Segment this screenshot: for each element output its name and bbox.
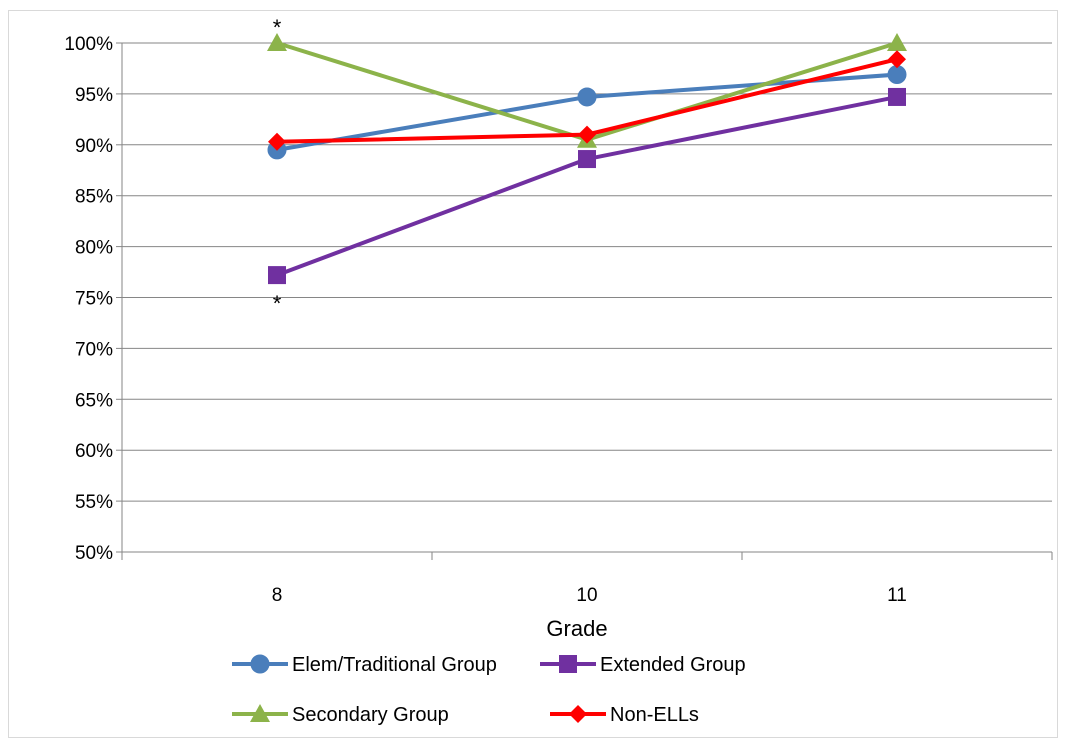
- data-point-elem-traditional-group: [578, 88, 596, 106]
- annotation-asterisk: *: [273, 15, 282, 40]
- y-tick-label: 65%: [75, 390, 113, 411]
- y-tick-label: 60%: [75, 441, 113, 462]
- x-tick-label: 10: [576, 585, 597, 606]
- legend-label-secondary-group: Secondary Group: [292, 704, 449, 726]
- annotation-asterisk: *: [273, 291, 282, 316]
- y-tick-label: 85%: [75, 187, 113, 208]
- legend-marker-elem-traditional-group: [251, 655, 269, 673]
- y-tick-label: 50%: [75, 543, 113, 564]
- series-line-extended-group: [277, 97, 897, 275]
- data-point-non-ells: [578, 126, 596, 144]
- legend-label-elem-traditional-group: Elem/Traditional Group: [292, 654, 497, 676]
- data-point-non-ells: [888, 50, 906, 68]
- legend-marker-extended-group: [559, 655, 577, 673]
- legend-marker-non-ells: [569, 705, 587, 723]
- y-tick-label: 100%: [64, 34, 113, 55]
- y-tick-label: 90%: [75, 136, 113, 157]
- data-point-extended-group: [578, 150, 596, 168]
- x-tick-label: 8: [272, 585, 283, 606]
- y-tick-label: 70%: [75, 339, 113, 360]
- data-point-extended-group: [268, 266, 286, 284]
- legend-label-non-ells: Non-ELLs: [610, 704, 699, 726]
- x-tick-label: 11: [887, 585, 907, 606]
- legend-label-extended-group: Extended Group: [600, 654, 746, 676]
- y-tick-label: 55%: [75, 492, 113, 513]
- data-point-secondary-group: [887, 33, 907, 51]
- y-tick-label: 75%: [75, 289, 113, 310]
- y-tick-label: 80%: [75, 238, 113, 259]
- data-point-extended-group: [888, 88, 906, 106]
- x-axis-title: Grade: [546, 616, 607, 641]
- y-tick-label: 95%: [75, 85, 113, 106]
